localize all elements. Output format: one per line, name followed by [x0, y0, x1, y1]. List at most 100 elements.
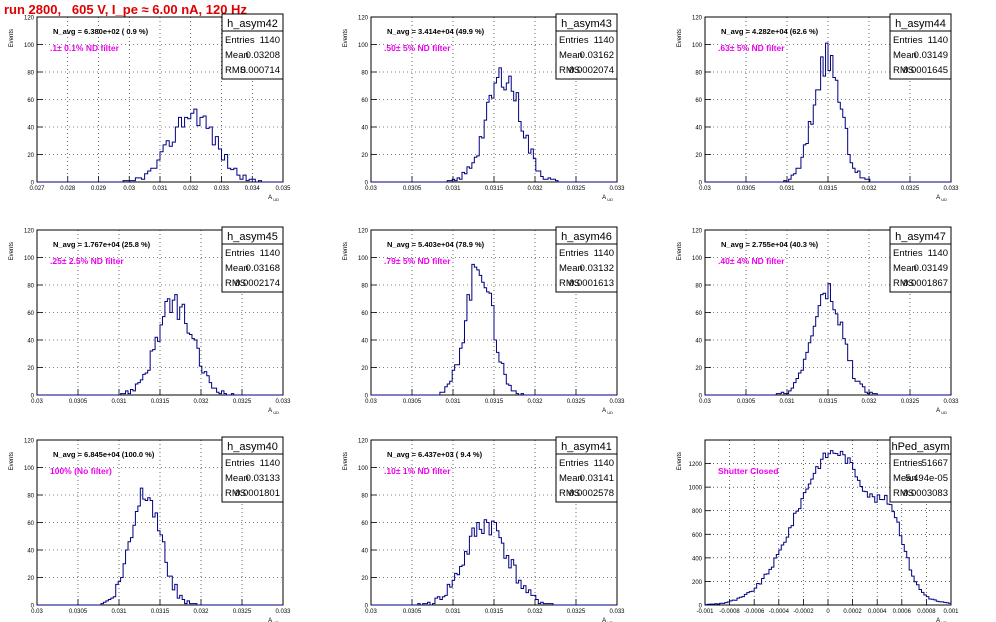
y-tick-label: 120 [24, 16, 35, 22]
stats-value: 1140 [594, 35, 614, 46]
stats-label: Entries [893, 35, 923, 46]
x-tick-label: 0.035 [275, 186, 291, 192]
navg-label: N_avg = 2.755e+04 (40.3 %) [721, 240, 819, 249]
x-tick-label: 0.033 [214, 186, 230, 192]
x-tick-label: 0.0305 [403, 399, 422, 405]
x-tick-label: 0.03 [123, 186, 135, 192]
x-tick-label: 0.0002 [843, 609, 862, 615]
histogram-series [371, 519, 617, 606]
y-tick-label: 120 [24, 439, 35, 445]
stats-value: 1140 [260, 458, 280, 469]
navg-label: N_avg = 1.767e+04 (25.8 %) [53, 240, 151, 249]
x-tick-label: 0.031 [445, 186, 461, 192]
y-tick-label: 120 [24, 229, 35, 235]
stats-label: RMS [559, 278, 580, 289]
stats-value: 1140 [260, 35, 280, 46]
y-tick-label: 120 [358, 439, 369, 445]
stats-value: 0.03149 [914, 50, 948, 61]
y-axis-title: Events [343, 242, 349, 260]
stats-box [889, 13, 952, 80]
x-tick-label: 0.0315 [485, 609, 504, 615]
stats-value: 1140 [594, 248, 614, 259]
y-tick-label: 1200 [689, 462, 703, 468]
y-tick-label: 60 [361, 98, 368, 104]
stats-label: Mean [559, 473, 583, 484]
y-tick-label: 60 [695, 98, 702, 104]
y-tick-label: 0 [699, 181, 703, 187]
stats-label: Mean [893, 50, 917, 61]
y-tick-label: 60 [361, 521, 368, 527]
navg-label: N_avg = 6.437e+03 ( 9.4 %) [387, 450, 483, 459]
histogram-series [371, 263, 617, 396]
stats-label: Entries [559, 35, 589, 46]
y-axis-title: Events [343, 29, 349, 47]
x-tick-label: 0.0315 [485, 399, 504, 405]
stats-value: 0.03132 [580, 263, 614, 274]
y-tick-label: 60 [27, 521, 34, 527]
x-tick-label: 0.033 [609, 399, 625, 405]
stats-label: Mean [893, 473, 917, 484]
stats-label: RMS [225, 65, 246, 76]
x-axis-title: A UD [602, 408, 613, 415]
stats-box [555, 436, 618, 503]
histogram-panel: 0 20 40 60 80 100 120 0.03 0.0305 0.031 0.0315 0.03… [9, 226, 291, 415]
x-tick-label: -0.0006 [744, 609, 765, 615]
y-axis-title: Events [677, 242, 683, 260]
stats-label: RMS [225, 488, 246, 499]
stats-value: 0.03141 [580, 473, 614, 484]
stats-label: Mean [559, 263, 583, 274]
stats-value: 0.0001867 [903, 278, 948, 289]
x-tick-label: 0.03 [31, 609, 43, 615]
y-tick-label: 400 [692, 556, 703, 562]
stats-label: Entries [225, 248, 255, 259]
y-tick-label: 0 [365, 394, 369, 400]
stats-label: Entries [559, 248, 589, 259]
x-tick-label: 0.0315 [819, 186, 838, 192]
x-tick-label: 0.0325 [567, 186, 586, 192]
stats-value: 5.494e-05 [905, 473, 948, 484]
y-tick-label: 40 [361, 549, 368, 555]
stats-value: 0.0002174 [235, 278, 280, 289]
x-tick-label: 0.032 [527, 609, 543, 615]
stats-label: RMS [559, 65, 580, 76]
stats-value: 0.0003083 [903, 488, 948, 499]
y-tick-label: 20 [695, 366, 702, 372]
stats-value: 0.0002578 [569, 488, 614, 499]
y-tick-label: 40 [27, 339, 34, 345]
y-tick-label: 200 [692, 580, 703, 586]
y-tick-label: 100 [358, 43, 369, 49]
y-tick-label: 80 [361, 494, 368, 500]
stats-label: Mean [559, 50, 583, 61]
y-axis-title: Events [677, 29, 683, 47]
y-tick-label: 60 [27, 98, 34, 104]
histogram-name: hPed_asym [891, 441, 949, 453]
stats-label: Entries [225, 458, 255, 469]
stats-label: Entries [225, 35, 255, 46]
y-tick-label: 100 [692, 256, 703, 262]
y-tick-label: 800 [692, 509, 703, 515]
x-tick-label: 0.033 [275, 609, 291, 615]
x-tick-label: 0.032 [861, 186, 877, 192]
x-tick-label: 0.03 [365, 186, 377, 192]
x-axis-title: A UD [268, 195, 279, 202]
stats-value: 0.03208 [246, 50, 280, 61]
y-axis-title: Events [343, 452, 349, 470]
x-tick-label: 0.001 [943, 609, 959, 615]
y-tick-label: 80 [695, 71, 702, 77]
stats-label: Mean [225, 50, 249, 61]
y-tick-label: 600 [692, 533, 703, 539]
y-tick-label: 40 [695, 339, 702, 345]
histogram-series [705, 283, 951, 396]
stats-box [221, 226, 284, 293]
histogram-panel: 0 20 40 60 80 100 120 0.03 0.0305 0.031 0.0315 0.03… [677, 226, 959, 415]
histogram-panel: 0 20 40 60 80 100 120 0.03 0.0305 0.031 0.0315 0.03… [343, 436, 625, 622]
x-tick-label: 0.0315 [151, 399, 170, 405]
x-tick-label: 0.031 [152, 186, 168, 192]
x-tick-label: 0.031 [779, 186, 795, 192]
histogram-series [371, 67, 617, 183]
filter-label: .79± 5% ND filter [384, 256, 451, 266]
x-tick-label: 0.033 [943, 399, 959, 405]
x-tick-label: -0.0008 [719, 609, 740, 615]
x-tick-label: 0.0325 [567, 609, 586, 615]
